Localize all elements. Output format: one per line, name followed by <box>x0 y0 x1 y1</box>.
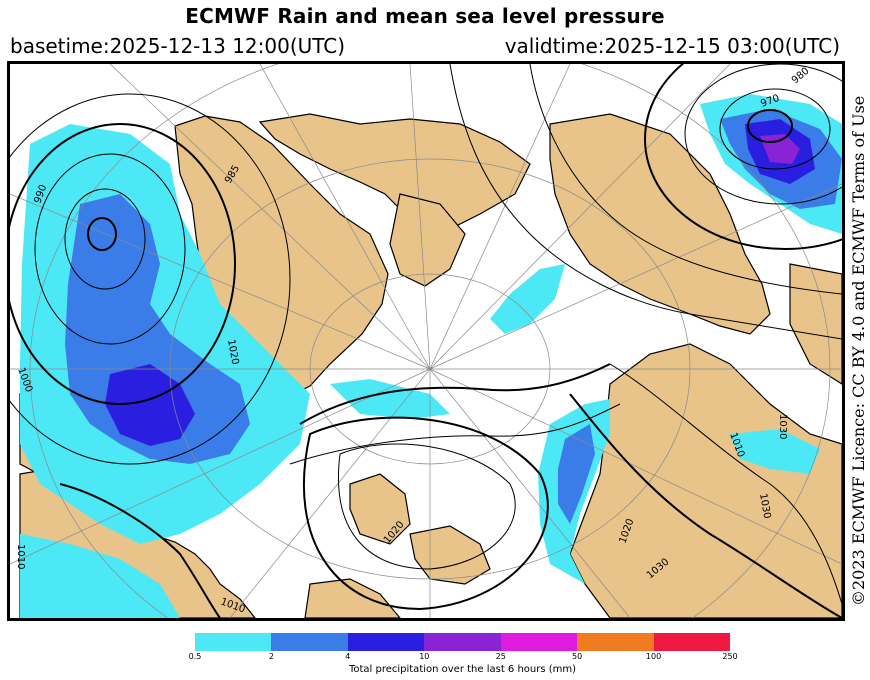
isobar-label: 1030 <box>757 493 772 520</box>
legend-tick: 100 <box>645 652 662 661</box>
legend-swatch <box>577 633 654 651</box>
legend-tick: 4 <box>345 652 351 661</box>
isobar-low-center-west <box>87 217 117 251</box>
legend-tick: 0.5 <box>188 652 202 661</box>
isobar-ne-ring-2 <box>684 64 842 205</box>
precip-heavy-west <box>105 364 195 446</box>
weather-map: 990 985 970 980 1000 1010 1020 1030 1030… <box>7 61 845 621</box>
kara-coast-land <box>789 263 842 385</box>
ellesmere-island <box>389 193 466 287</box>
isobar-north-1 <box>449 64 842 340</box>
isobar-ne-ring-1 <box>719 88 831 170</box>
legend-swatch <box>653 633 730 651</box>
isobar-central-1 <box>299 363 611 425</box>
basetime-label: basetime:2025-12-13 12:00(UTC) <box>10 34 346 58</box>
precip-east-patch <box>730 429 820 474</box>
legend-tick: 50 <box>572 652 583 661</box>
legend-swatch <box>424 633 501 651</box>
precip-band-central <box>330 379 450 419</box>
isobar-east-2 <box>569 393 842 618</box>
legend-swatch <box>271 633 348 651</box>
scandinavia-land <box>569 343 842 618</box>
legend-tick: 10 <box>419 652 430 661</box>
legend-swatch <box>195 633 272 651</box>
isobar-low-ring-1 <box>64 188 146 290</box>
legend-swatch <box>347 633 425 651</box>
isobar-ne-ring-3 <box>644 64 842 250</box>
isobar-high-ring-1 <box>338 443 516 570</box>
legend-tick: 25 <box>495 652 506 661</box>
map-title: ECMWF Rain and mean sea level pressure <box>185 4 665 28</box>
isobar-label: 1010 <box>15 544 26 569</box>
legend-label: Total precipitation over the last 6 hour… <box>348 664 577 675</box>
uk-land <box>304 578 401 618</box>
isobar-low-ring-2 <box>34 153 186 345</box>
isobars <box>10 64 842 618</box>
isobar-east-1 <box>609 363 842 605</box>
precipitation-areas <box>20 94 842 618</box>
licence-text: ©2023 ECMWF Licence: CC BY 4.0 and ECMWF… <box>849 95 868 606</box>
isobar-southwest <box>59 483 221 618</box>
legend-tick: 250 <box>722 652 738 661</box>
legend-ticks: 0.5 2 4 10 25 50 100 250 <box>189 652 738 664</box>
siberia-land <box>549 113 771 335</box>
precip-band-north <box>490 264 565 334</box>
isobar-low-ring-4 <box>10 93 291 465</box>
isobar-high-ring-2 <box>302 416 549 611</box>
isobar-low-ring-3 <box>10 123 236 405</box>
isobar-label: 1030 <box>777 414 788 439</box>
canadian-arctic-islands <box>258 113 531 235</box>
svalbard-land <box>349 473 411 545</box>
validtime-label: validtime:2025-12-15 03:00(UTC) <box>504 34 840 58</box>
isobar-central-2 <box>289 403 621 465</box>
isobar-north-2 <box>529 64 842 295</box>
isobar-label: 1020 <box>225 339 240 366</box>
precip-labrador-band <box>20 534 180 618</box>
isobar-low-center-ne <box>747 109 793 143</box>
precip-barents-inner <box>558 424 595 524</box>
map-canvas: 990 985 970 980 1000 1010 1020 1030 1030… <box>10 64 842 618</box>
legend-tick: 2 <box>268 652 274 661</box>
legend-swatch <box>500 633 578 651</box>
isobar-label: 980 <box>790 66 812 87</box>
precip-legend-bar <box>195 633 730 651</box>
graticule <box>10 64 842 618</box>
